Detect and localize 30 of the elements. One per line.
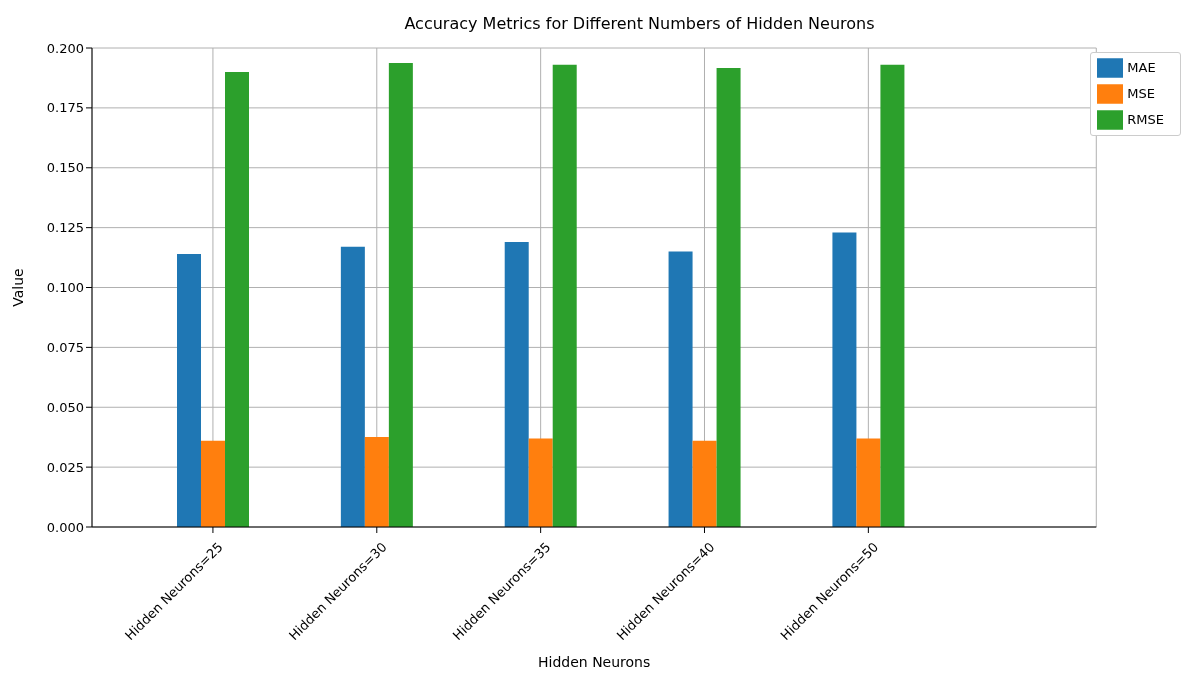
y-tick-label: 0.025	[46, 459, 84, 475]
y-tick-label: 0.100	[46, 280, 84, 296]
bar	[668, 251, 693, 527]
bar	[201, 440, 225, 527]
y-tick-label: 0.150	[46, 160, 84, 176]
y-tick-label: 0.125	[46, 220, 84, 236]
legend-label: RMSE	[1127, 111, 1164, 127]
bar	[364, 436, 389, 527]
y-tick-label: 0.000	[46, 519, 84, 535]
bar	[716, 68, 741, 527]
legend-label: MAE	[1127, 59, 1156, 75]
bar	[177, 253, 201, 527]
y-tick-label: 0.050	[46, 399, 84, 415]
y-tick-label: 0.175	[46, 100, 84, 116]
chart-title: Accuracy Metrics for Different Numbers of Hidden Neurons	[403, 14, 876, 33]
x-axis-title: Hidden Neurons	[538, 654, 651, 670]
bar	[225, 71, 249, 527]
y-tick-label: 0.200	[46, 40, 84, 56]
bar	[388, 63, 413, 527]
legend-label: MSE	[1127, 85, 1155, 101]
y-axis-title: Value	[9, 268, 26, 307]
bar	[856, 438, 881, 527]
bar	[552, 64, 577, 527]
y-tick-label: 0.075	[46, 339, 84, 355]
bar	[832, 232, 857, 527]
bar	[528, 438, 553, 527]
bar	[340, 246, 365, 527]
bar	[504, 242, 529, 527]
bar	[692, 440, 717, 527]
bar	[880, 64, 905, 527]
